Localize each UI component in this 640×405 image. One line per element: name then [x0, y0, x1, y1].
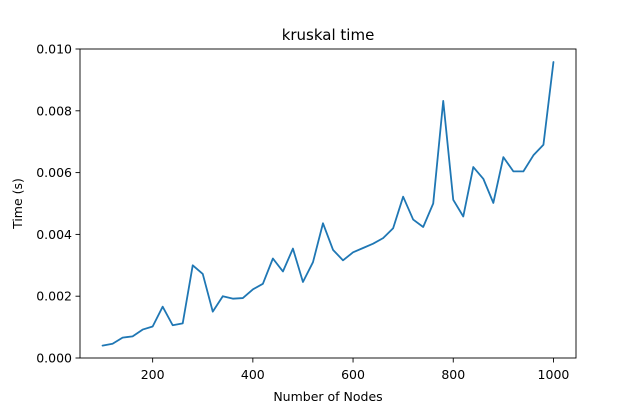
x-tick-label: 200 — [141, 367, 165, 382]
y-tick-label: 0.004 — [36, 227, 72, 242]
y-tick-label: 0.002 — [36, 289, 72, 304]
x-axis-ticks: 200 400 600 800 1000 — [141, 358, 570, 382]
series-line-kruskal — [101, 61, 555, 347]
y-axis-label: Time (s) — [10, 178, 25, 230]
x-tick-label: 400 — [241, 367, 265, 382]
axes-frame — [79, 48, 577, 359]
x-tick-label: 1000 — [538, 367, 570, 382]
chart-title: kruskal time — [282, 26, 375, 44]
y-tick-label: 0.010 — [36, 42, 72, 57]
x-axis-label: Number of Nodes — [273, 389, 382, 404]
x-tick-label: 600 — [341, 367, 365, 382]
x-tick-label: 800 — [441, 367, 465, 382]
y-axis-ticks: 0.000 0.002 0.004 0.006 0.008 0.010 — [36, 42, 80, 366]
y-tick-label: 0.008 — [36, 103, 72, 118]
y-tick-label: 0.000 — [36, 351, 72, 366]
y-tick-label: 0.006 — [36, 165, 72, 180]
